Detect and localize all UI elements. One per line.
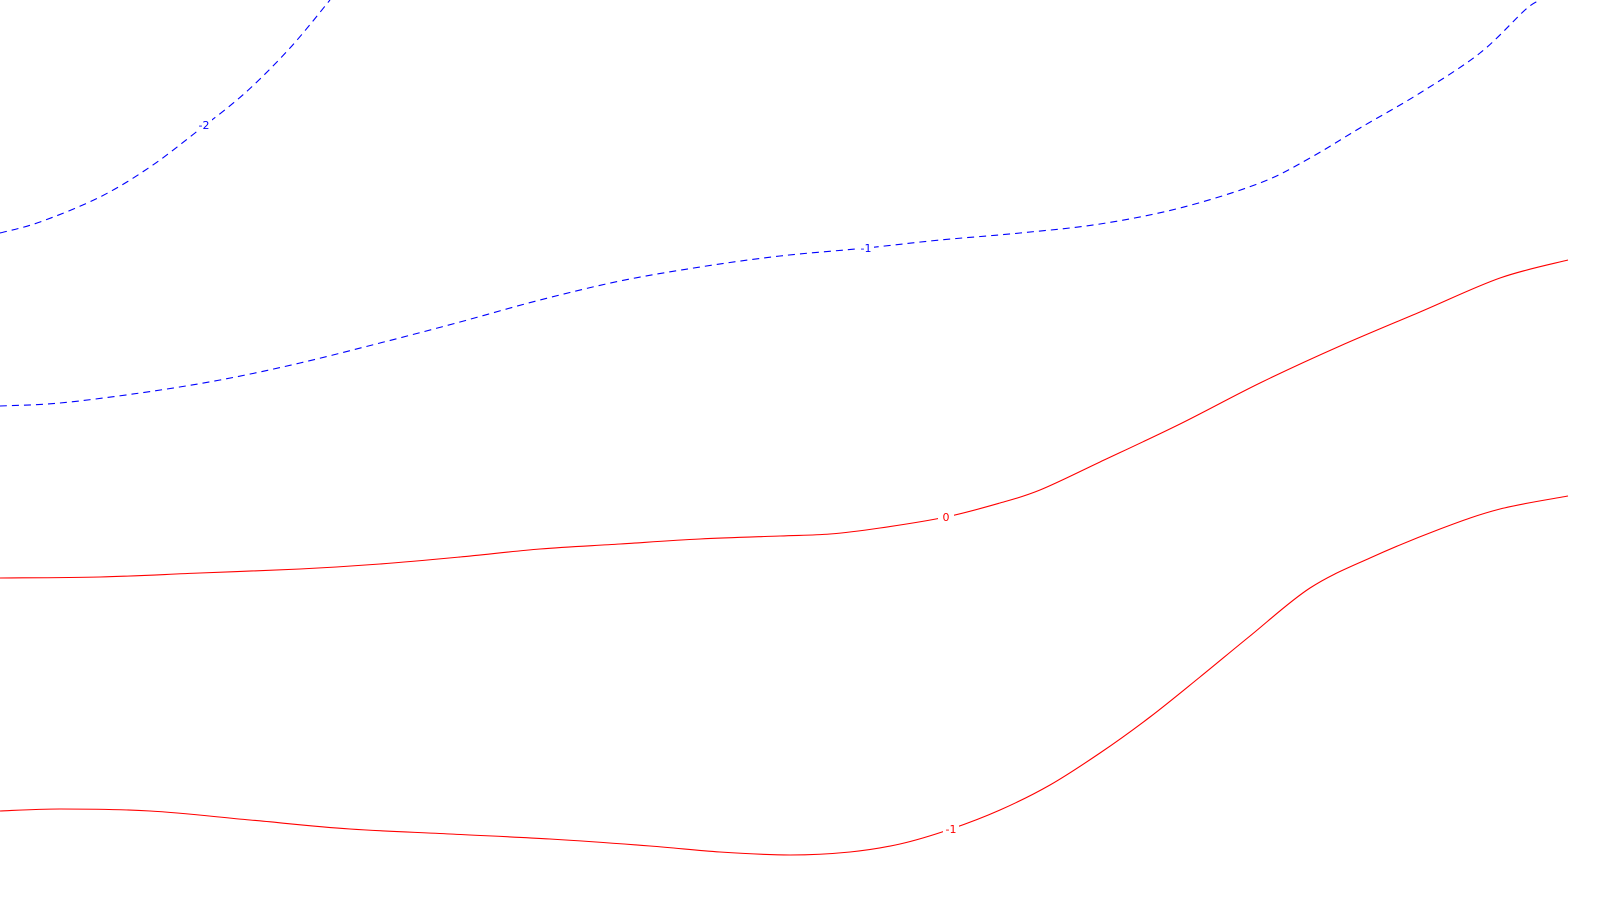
contour-line-4 — [0, 495, 1569, 856]
contour-line-3 — [0, 259, 1569, 579]
contour-label-background-3 — [938, 510, 954, 523]
contour-label-3: 0 — [943, 511, 950, 524]
contour-label-2: -1 — [861, 242, 872, 255]
contour-label-4: -1 — [946, 823, 957, 836]
contour-label-1: -2 — [199, 119, 210, 132]
contour-line-2 — [0, 0, 1541, 407]
contour-label-background-2 — [858, 241, 874, 254]
contour-label-background-1 — [196, 118, 212, 131]
contour-line-1 — [0, 0, 331, 234]
contour-label-background-4 — [943, 822, 959, 835]
contour-labels: -2 -1 0 -1 — [196, 118, 959, 836]
contour-lines — [0, 0, 1569, 856]
